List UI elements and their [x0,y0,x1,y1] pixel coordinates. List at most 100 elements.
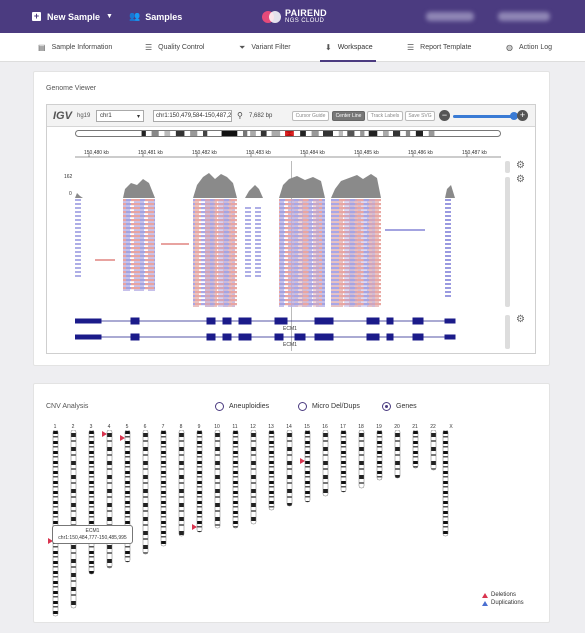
chromosome-ideogram [340,430,347,493]
chromosome-select[interactable]: chr1 ▾ [96,110,144,122]
chromosome-label: 15 [304,424,310,430]
chromosome-ideogram [250,430,257,525]
chromosome-label: 7 [161,424,165,430]
coverage-track[interactable] [75,171,501,199]
tooltip-locus: chr1:150,484,777-150,485,995 [58,535,127,541]
logo-mark-icon [262,10,282,24]
alignment-track[interactable] [75,199,501,307]
locus-input[interactable]: chr1:150,479,584-150,487,26 [153,110,232,122]
chromosome-label: 10 [214,424,220,430]
cursor-guide-button[interactable]: Cursor Guide [292,111,329,121]
deletion-marker [192,524,197,530]
chromosome-label: 6 [143,424,147,430]
track-scrollbar[interactable] [505,161,510,173]
gene-tooltip: ECM1 chr1:150,484,777-150,485,995 [52,525,133,544]
brand-line2: NGS CLOUD [285,18,325,24]
save-svg-button[interactable]: Save SVG [405,111,435,121]
coverage-max-label: 162 [64,174,73,180]
chromosome-ideogram [88,430,95,575]
chromosome-ideogram [322,430,329,497]
tab-sample-information[interactable]: ▤ Sample Information [38,33,112,62]
workspace-icon: ⬇ [325,43,332,52]
gear-icon[interactable]: ⚙ [516,174,525,185]
igv-browser: IGV hg19 chr1 ▾ chr1:150,479,584-150,487… [46,104,536,354]
clipboard-icon: ▤ [38,43,46,52]
samples-label: Samples [145,11,183,22]
chromosome-label: 17 [340,424,346,430]
new-sample-label: New Sample [47,11,101,22]
new-sample-button[interactable]: + New Sample ▼ [32,12,113,22]
list-icon: ☰ [145,43,153,52]
tab-report-template[interactable]: ☰ Report Template [407,33,471,62]
chromosome-label: X [449,424,453,430]
ruler-tick-label: 150,483 kb [246,150,271,156]
track-labels-button[interactable]: Track Labels [367,111,403,121]
chromosome-ideogram [304,430,311,503]
chromosome-ideogram [232,430,239,529]
people-icon: 👥 [128,11,141,21]
deletion-marker [48,538,53,544]
ruler-tick-label: 150,486 kb [408,150,433,156]
globe-icon: ◍ [506,43,513,52]
zoom-out-button[interactable]: − [439,110,450,121]
legend-deletions: Deletions [482,592,516,598]
radio-label: Genes [396,403,417,410]
radio-circle [215,402,224,411]
chromosome-value: chr1 [100,113,112,119]
radio-micro-del-dups[interactable]: Micro Del/Dups [298,402,360,411]
tab-action-log[interactable]: ◍ Action Log [506,33,552,62]
chromosome-label: 12 [250,424,256,430]
ruler-tick-label: 150,480 kb [84,150,109,156]
tab-quality-control[interactable]: ☰ Quality Control [145,33,204,62]
tab-label: Variant Filter [251,44,291,51]
chromosome-label: 13 [268,424,274,430]
genome-label: hg19 [77,113,91,119]
chromosome-ideogram [268,430,275,511]
radio-label: Micro Del/Dups [312,403,360,410]
zoom-slider-handle[interactable] [510,112,518,120]
tab-label: Action Log [518,44,553,51]
zoom-slider[interactable] [453,115,513,118]
chromosome-label: 19 [376,424,382,430]
chromosome-label: 4 [107,424,111,430]
deletion-marker [300,458,305,464]
radio-genes[interactable]: Genes [382,402,417,411]
user-menu-blurred[interactable] [498,12,550,21]
zoom-in-button[interactable]: + [517,110,528,121]
samples-button[interactable]: 👥 Samples [129,11,182,22]
chromosome-ideogram [394,430,401,479]
radio-aneuploidies[interactable]: Aneuploidies [215,402,269,411]
ruler-tick-label: 150,481 kb [138,150,163,156]
tab-workspace[interactable]: ⬇ Workspace [320,33,376,62]
chromosome-ideogram [160,430,167,547]
alignment-scrollbar[interactable] [505,177,510,307]
chromosome-label: 20 [394,424,400,430]
brand-line1: PAIREND [285,8,327,18]
chromosome-ideogram[interactable] [75,130,501,137]
chromosome-label: 22 [430,424,436,430]
gear-icon[interactable]: ⚙ [516,314,525,325]
tooltip-gene: ECM1 [85,528,100,534]
legend-label: Deletions [491,592,517,598]
gear-icon[interactable]: ⚙ [516,160,525,171]
chromosome-label: 14 [286,424,292,430]
chromosome-ideogram [430,430,437,471]
tab-variant-filter[interactable]: ⏷ Variant Filter [239,33,291,62]
account-info-blurred[interactable] [426,12,474,21]
deletion-marker [102,431,107,437]
chromosome-label: 11 [232,424,238,430]
tab-label: Workspace [337,44,373,51]
gene-scrollbar[interactable] [505,315,510,349]
search-icon[interactable]: ⚲ [237,111,243,120]
chromosome-ideogram [286,430,293,507]
legend-duplications: Duplications [482,600,524,606]
ruler-tick-label: 150,487 kb [462,150,487,156]
main-nav: ▤ Sample Information ☰ Quality Control ⏷… [0,33,585,62]
triangle-icon [482,592,488,598]
chromosome-ideogram [106,430,113,569]
center-line-button[interactable]: Center Line [332,111,365,121]
chromosome-label: 18 [358,424,364,430]
genome-viewer-title: Genome Viewer [46,85,97,92]
brand-logo[interactable]: PAIREND NGS CLOUD [262,9,327,24]
gene-track[interactable] [75,317,501,347]
